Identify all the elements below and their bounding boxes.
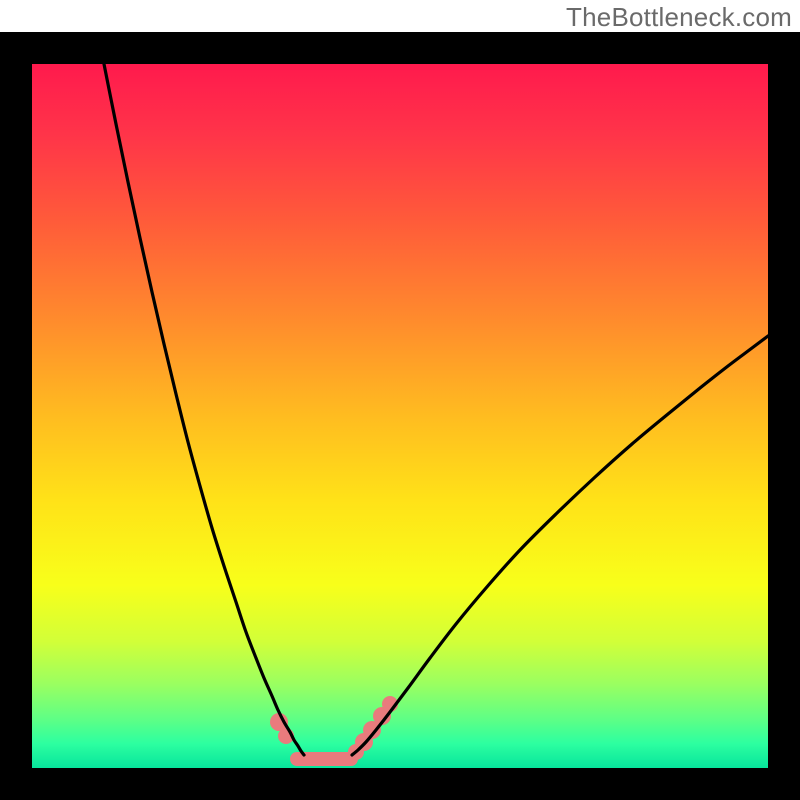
gradient-background [32,64,768,768]
chart-svg [32,64,768,768]
watermark-text: TheBottleneck.com [566,2,792,33]
chart-plot-area [32,64,768,768]
valley-marker [290,752,358,766]
